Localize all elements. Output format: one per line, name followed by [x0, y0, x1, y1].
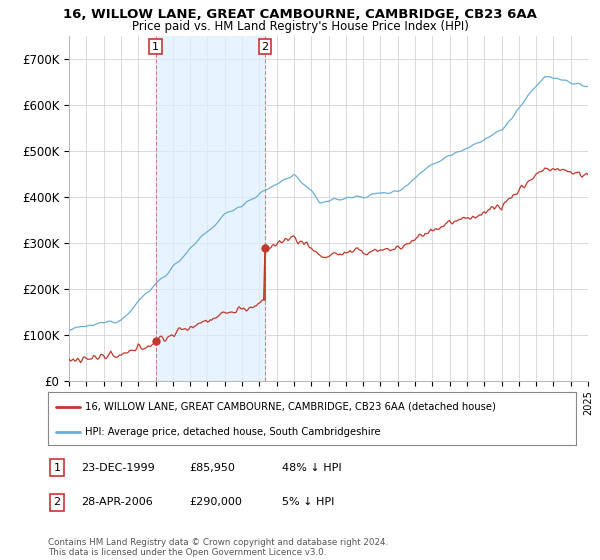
- Text: Contains HM Land Registry data © Crown copyright and database right 2024.
This d: Contains HM Land Registry data © Crown c…: [48, 538, 388, 557]
- Text: £290,000: £290,000: [189, 497, 242, 507]
- Text: 28-APR-2006: 28-APR-2006: [81, 497, 153, 507]
- Text: 1: 1: [152, 41, 159, 52]
- Text: £85,950: £85,950: [189, 463, 235, 473]
- Text: 16, WILLOW LANE, GREAT CAMBOURNE, CAMBRIDGE, CB23 6AA (detached house): 16, WILLOW LANE, GREAT CAMBOURNE, CAMBRI…: [85, 402, 496, 412]
- Bar: [155, 36, 265, 381]
- Text: 1: 1: [53, 463, 61, 473]
- Text: 23-DEC-1999: 23-DEC-1999: [81, 463, 155, 473]
- Text: 16, WILLOW LANE, GREAT CAMBOURNE, CAMBRIDGE, CB23 6AA: 16, WILLOW LANE, GREAT CAMBOURNE, CAMBRI…: [63, 8, 537, 21]
- Text: 5% ↓ HPI: 5% ↓ HPI: [282, 497, 334, 507]
- Text: 2: 2: [262, 41, 269, 52]
- Text: Price paid vs. HM Land Registry's House Price Index (HPI): Price paid vs. HM Land Registry's House …: [131, 20, 469, 32]
- Text: 2: 2: [53, 497, 61, 507]
- Text: HPI: Average price, detached house, South Cambridgeshire: HPI: Average price, detached house, Sout…: [85, 427, 380, 437]
- Text: 48% ↓ HPI: 48% ↓ HPI: [282, 463, 341, 473]
